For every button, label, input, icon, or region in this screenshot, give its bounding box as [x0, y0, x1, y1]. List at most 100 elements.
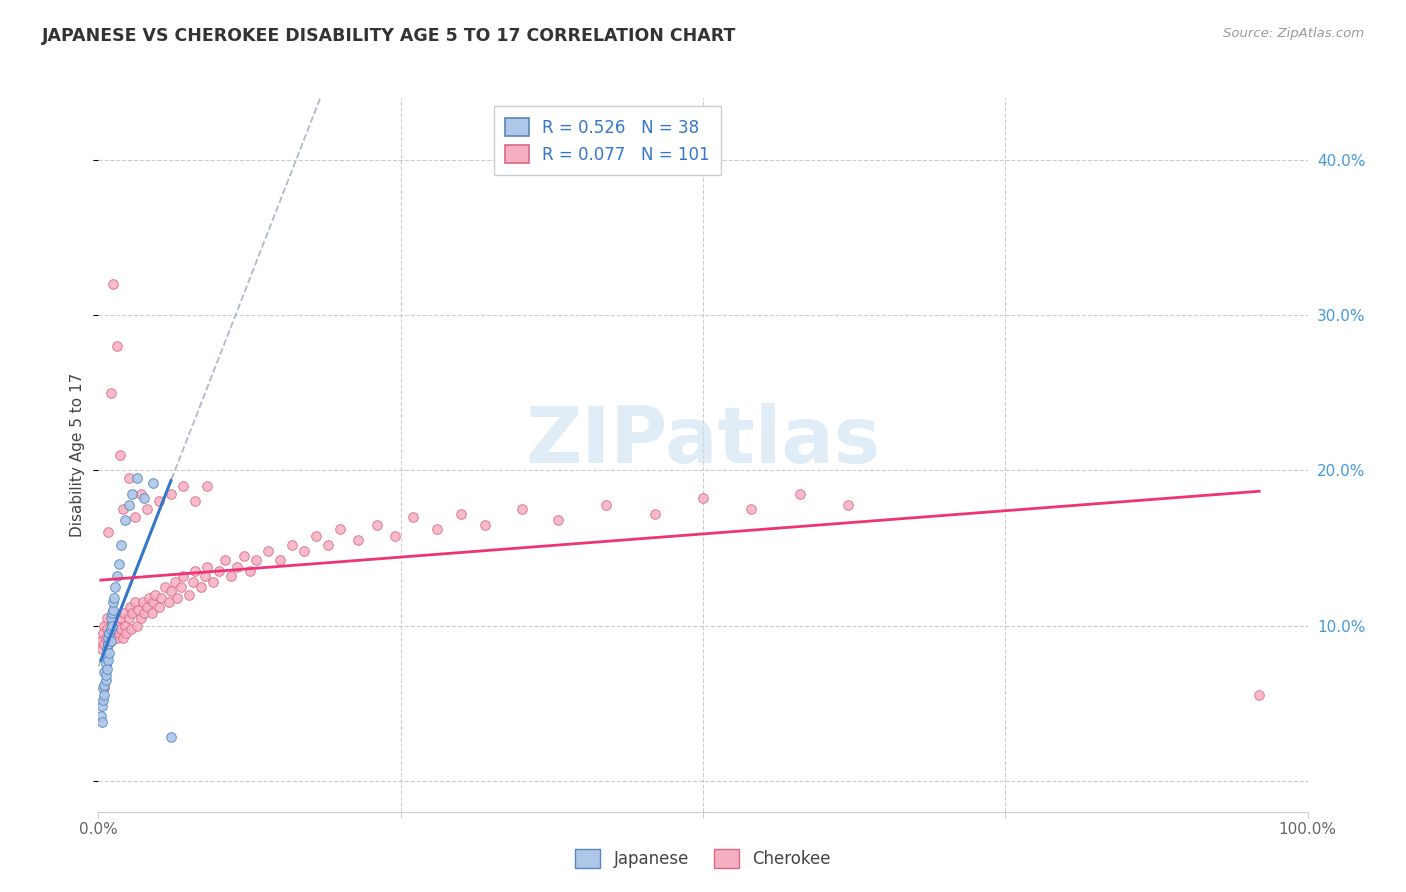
Point	[195, 559, 218, 574]
Point	[94, 673, 117, 687]
Point	[91, 681, 114, 695]
Point	[96, 662, 118, 676]
Point	[221, 569, 243, 583]
Point	[91, 714, 114, 729]
Point	[474, 517, 496, 532]
Point	[148, 599, 170, 614]
Point	[118, 471, 141, 485]
Point	[118, 599, 141, 614]
Point	[118, 498, 141, 512]
Point	[100, 634, 122, 648]
Point	[93, 677, 115, 691]
Point	[101, 277, 124, 292]
Point	[105, 569, 128, 583]
Point	[121, 606, 143, 620]
Point	[157, 595, 180, 609]
Point	[384, 528, 406, 542]
Point	[184, 494, 207, 508]
Point	[118, 611, 141, 625]
Point	[98, 647, 121, 661]
Point	[110, 538, 132, 552]
Point	[98, 626, 121, 640]
Point	[91, 626, 114, 640]
Y-axis label: Disability Age 5 to 17: Disability Age 5 to 17	[70, 373, 86, 537]
Point	[94, 657, 117, 672]
Point	[97, 653, 120, 667]
Point	[93, 637, 115, 651]
Point	[91, 641, 114, 656]
Point	[127, 618, 149, 632]
Point	[426, 522, 449, 536]
Point	[329, 522, 352, 536]
Point	[111, 631, 134, 645]
Legend: Japanese, Cherokee: Japanese, Cherokee	[568, 843, 838, 875]
Point	[232, 549, 254, 563]
Point	[93, 689, 115, 703]
Point	[115, 626, 138, 640]
Point	[107, 618, 129, 632]
Point	[305, 528, 328, 542]
Text: JAPANESE VS CHEROKEE DISABILITY AGE 5 TO 17 CORRELATION CHART: JAPANESE VS CHEROKEE DISABILITY AGE 5 TO…	[42, 27, 737, 45]
Point	[134, 606, 156, 620]
Point	[226, 559, 249, 574]
Point	[166, 591, 188, 605]
Point	[111, 502, 134, 516]
Point	[181, 575, 204, 590]
Point	[101, 595, 124, 609]
Point	[100, 611, 122, 625]
Point	[104, 580, 127, 594]
Point	[195, 479, 218, 493]
Point	[160, 486, 183, 500]
Point	[97, 525, 120, 540]
Point	[194, 569, 217, 583]
Point	[138, 591, 160, 605]
Point	[108, 448, 131, 462]
Point	[129, 611, 152, 625]
Point	[789, 486, 811, 500]
Point	[142, 475, 165, 490]
Point	[127, 471, 149, 485]
Point	[184, 564, 207, 578]
Point	[402, 510, 425, 524]
Point	[214, 553, 236, 567]
Point	[98, 626, 121, 640]
Point	[837, 498, 859, 512]
Point	[269, 553, 291, 567]
Point	[127, 603, 149, 617]
Point	[121, 486, 143, 500]
Point	[114, 513, 136, 527]
Point	[510, 502, 533, 516]
Point	[208, 564, 231, 578]
Point	[202, 575, 225, 590]
Point	[179, 588, 201, 602]
Point	[114, 618, 136, 632]
Point	[172, 569, 194, 583]
Point	[112, 606, 135, 620]
Point	[347, 533, 370, 548]
Point	[292, 544, 315, 558]
Text: Source: ZipAtlas.com: Source: ZipAtlas.com	[1223, 27, 1364, 40]
Point	[105, 631, 128, 645]
Point	[148, 494, 170, 508]
Point	[134, 491, 156, 506]
Point	[100, 615, 122, 630]
Point	[160, 584, 183, 599]
Point	[316, 538, 339, 552]
Point	[104, 606, 127, 620]
Point	[142, 595, 165, 609]
Point	[97, 637, 120, 651]
Point	[129, 486, 152, 500]
Point	[91, 699, 114, 714]
Point	[153, 580, 176, 594]
Point	[100, 634, 122, 648]
Point	[1249, 689, 1271, 703]
Point	[97, 637, 120, 651]
Point	[108, 626, 131, 640]
Point	[172, 479, 194, 493]
Point	[108, 611, 131, 625]
Point	[94, 668, 117, 682]
Point	[239, 564, 262, 578]
Point	[143, 588, 166, 602]
Point	[135, 502, 157, 516]
Point	[93, 681, 115, 695]
